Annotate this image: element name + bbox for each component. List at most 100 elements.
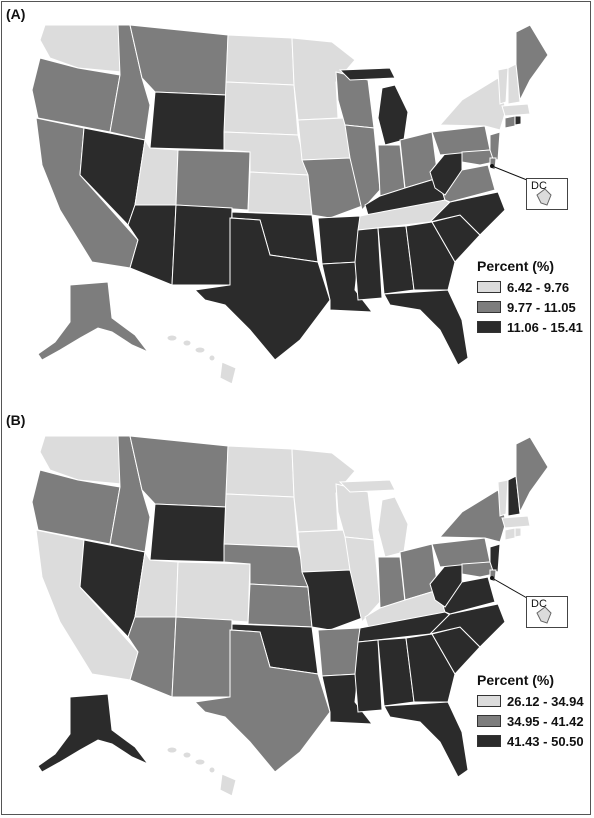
state-ar <box>317 215 361 265</box>
state-ri <box>514 527 522 538</box>
state-sd <box>223 493 299 548</box>
state-fl <box>383 289 469 366</box>
legend-range: 11.06 - 15.41 <box>507 319 583 335</box>
legend-swatch-dark <box>477 735 501 747</box>
state-mi-up <box>338 67 396 81</box>
legend-item: 26.12 - 34.94 <box>477 691 584 711</box>
dc-leader-line <box>491 577 528 599</box>
state-mn <box>291 37 356 121</box>
legend-swatch-light <box>477 281 501 293</box>
legend-swatch-medium <box>477 715 501 727</box>
state-hi-3 <box>194 346 206 354</box>
state-hi-5 <box>219 773 237 797</box>
state-mt <box>129 435 229 508</box>
legend-item: 6.42 - 9.76 <box>477 277 583 297</box>
state-nm <box>171 204 233 286</box>
state-il <box>344 124 381 212</box>
panel-label-a: (A) <box>6 6 26 22</box>
legend-b: Percent (%) 26.12 - 34.94 34.95 - 41.42 … <box>477 672 584 751</box>
dc-leader-line <box>491 165 528 181</box>
legend-range: 6.42 - 9.76 <box>507 279 570 295</box>
legend-item: 34.95 - 41.42 <box>477 711 584 731</box>
state-tx <box>193 217 331 361</box>
legend-range: 41.43 - 50.50 <box>507 733 584 749</box>
state-ar <box>317 627 361 677</box>
state-ny <box>438 489 507 543</box>
dc-marker <box>490 576 494 580</box>
state-vt <box>497 67 509 105</box>
state-de <box>489 157 497 171</box>
state-mi <box>377 84 409 146</box>
state-ks <box>247 583 313 628</box>
legend-a: Percent (%) 6.42 - 9.76 9.77 - 11.05 11.… <box>477 258 583 337</box>
legend-item: 11.06 - 15.41 <box>477 317 583 337</box>
state-nd <box>225 34 295 86</box>
state-mi <box>377 496 409 558</box>
state-ak <box>37 281 150 361</box>
state-hi-2 <box>182 339 192 347</box>
state-ms <box>354 639 383 713</box>
state-vt <box>497 479 509 517</box>
state-hi-1 <box>166 746 178 754</box>
state-ia <box>297 529 351 573</box>
dc-marker <box>490 164 494 168</box>
map-panel-b: (B) DC Percent (%) 26.12 - 34.94 34.95 -… <box>0 406 594 818</box>
state-sd <box>223 81 299 136</box>
state-ms <box>354 227 383 301</box>
dc-inset-box: DC <box>526 596 568 628</box>
state-hi-3 <box>194 758 206 766</box>
state-ga <box>405 221 456 291</box>
state-nd <box>225 445 295 498</box>
state-ri <box>514 115 522 126</box>
state-ia <box>297 117 351 161</box>
state-co <box>175 149 251 211</box>
dc-inset-box: DC <box>526 178 568 210</box>
legend-item: 9.77 - 11.05 <box>477 297 583 317</box>
legend-swatch-medium <box>477 301 501 313</box>
state-wy <box>149 503 227 563</box>
state-md <box>461 149 495 166</box>
state-ak <box>37 693 150 773</box>
dc-label: DC <box>531 180 547 192</box>
dc-label: DC <box>531 598 547 610</box>
legend-range: 26.12 - 34.94 <box>507 693 584 709</box>
state-fl <box>383 701 469 778</box>
state-ma <box>501 515 531 529</box>
state-hi-5 <box>219 361 237 385</box>
legend-swatch-light <box>477 695 501 707</box>
state-me <box>515 24 549 102</box>
state-hi-4 <box>208 766 216 774</box>
state-nm <box>171 616 233 698</box>
state-hi-4 <box>208 354 216 362</box>
state-md <box>461 561 495 578</box>
legend-swatch-dark <box>477 321 501 333</box>
state-mn <box>291 448 356 533</box>
map-panel-a: (A) DC Percent (%) 6.42 - 9.76 9.77 - 11… <box>0 0 594 405</box>
legend-title: Percent (%) <box>477 672 555 688</box>
legend-range: 9.77 - 11.05 <box>507 299 576 315</box>
dc-shape <box>536 188 552 206</box>
state-ks <box>247 171 313 216</box>
state-mi-up <box>338 479 396 493</box>
state-mt <box>129 24 229 96</box>
choropleth-map-a <box>31 24 549 385</box>
state-hi-2 <box>182 751 192 759</box>
state-hi-1 <box>166 334 178 342</box>
state-co <box>175 561 251 623</box>
state-ny <box>438 77 507 131</box>
state-tx <box>193 629 331 773</box>
state-ct <box>504 527 516 541</box>
dc-shape <box>536 606 552 624</box>
legend-item: 41.43 - 50.50 <box>477 731 584 751</box>
panel-label-b: (B) <box>6 412 26 428</box>
state-wy <box>149 91 227 151</box>
state-il <box>344 536 381 624</box>
choropleth-map-b <box>31 435 549 797</box>
legend-range: 34.95 - 41.42 <box>507 713 584 729</box>
state-ma <box>501 103 531 117</box>
state-ct <box>504 115 516 129</box>
legend-title: Percent (%) <box>477 258 555 274</box>
state-ga <box>405 633 456 703</box>
state-me <box>515 436 549 514</box>
